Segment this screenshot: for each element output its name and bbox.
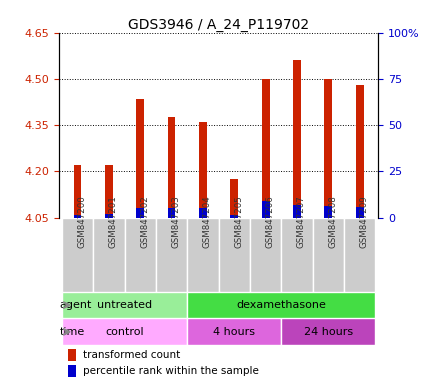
Bar xyxy=(68,365,76,377)
Text: control: control xyxy=(105,327,144,337)
Bar xyxy=(312,218,343,292)
Title: GDS3946 / A_24_P119702: GDS3946 / A_24_P119702 xyxy=(128,18,309,31)
Text: GSM847203: GSM847203 xyxy=(171,195,180,248)
Bar xyxy=(73,215,81,218)
Bar xyxy=(198,209,206,218)
Bar xyxy=(68,349,76,361)
Bar xyxy=(155,218,187,292)
Text: GSM847204: GSM847204 xyxy=(202,195,211,248)
Bar xyxy=(293,60,300,218)
Text: GSM847202: GSM847202 xyxy=(140,195,149,248)
Bar xyxy=(293,205,300,218)
Text: GSM847205: GSM847205 xyxy=(234,195,243,248)
Text: GSM847209: GSM847209 xyxy=(359,195,368,248)
Text: GSM847206: GSM847206 xyxy=(265,195,274,248)
Bar xyxy=(230,215,238,218)
Text: dexamethasone: dexamethasone xyxy=(236,300,326,310)
Bar xyxy=(105,214,112,218)
Bar xyxy=(62,318,187,345)
Bar xyxy=(62,218,93,292)
Bar xyxy=(230,179,238,218)
Text: GSM847208: GSM847208 xyxy=(328,195,336,248)
Bar xyxy=(281,218,312,292)
Bar xyxy=(73,165,81,218)
Bar xyxy=(124,218,155,292)
Bar xyxy=(105,165,112,218)
Bar xyxy=(343,218,375,292)
Bar xyxy=(250,218,281,292)
Bar xyxy=(218,218,250,292)
Bar xyxy=(355,207,363,218)
Bar xyxy=(136,99,144,218)
Bar xyxy=(93,218,124,292)
Text: untreated: untreated xyxy=(97,300,152,310)
Bar xyxy=(167,209,175,218)
Text: 24 hours: 24 hours xyxy=(303,327,352,337)
Bar xyxy=(187,318,281,345)
Text: GSM847201: GSM847201 xyxy=(108,195,118,248)
Text: time: time xyxy=(59,327,84,337)
Bar xyxy=(187,292,375,318)
Bar xyxy=(167,118,175,218)
Text: GSM847207: GSM847207 xyxy=(296,195,305,248)
Bar xyxy=(187,218,218,292)
Text: percentile rank within the sample: percentile rank within the sample xyxy=(82,366,258,376)
Text: transformed count: transformed count xyxy=(82,350,179,360)
Text: 4 hours: 4 hours xyxy=(213,327,255,337)
Bar xyxy=(324,79,332,218)
Bar xyxy=(62,292,187,318)
Text: agent: agent xyxy=(59,300,92,310)
Bar xyxy=(136,207,144,218)
Bar xyxy=(261,201,269,218)
Text: GSM847200: GSM847200 xyxy=(77,195,86,248)
Bar xyxy=(261,79,269,218)
Bar xyxy=(281,318,375,345)
Bar xyxy=(324,206,332,218)
Bar xyxy=(198,122,206,218)
Bar xyxy=(355,85,363,218)
